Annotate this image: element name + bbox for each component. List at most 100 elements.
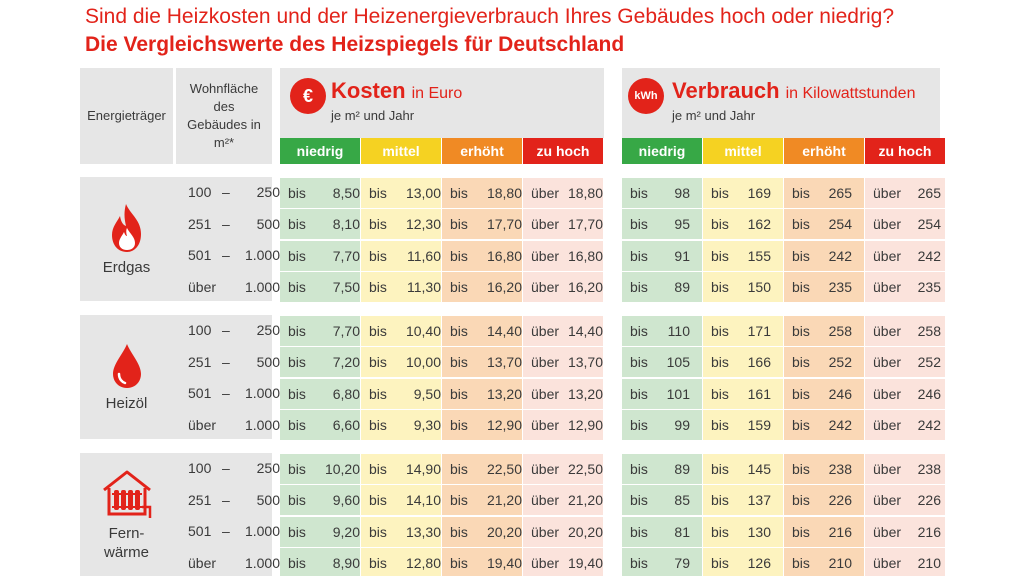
value-prefix: bis bbox=[792, 354, 810, 370]
area-range-part: 1.000 bbox=[244, 554, 280, 571]
verbrauch-level-header-3: zu hoch bbox=[865, 138, 945, 164]
area-range-part: – bbox=[222, 523, 230, 539]
value-prefix: über bbox=[873, 216, 902, 232]
value-number: 242 bbox=[917, 247, 941, 264]
radiator-house-icon bbox=[102, 470, 151, 518]
kosten-value-cell: bis 20,20 bbox=[442, 516, 522, 547]
kosten-value-cell: über 17,70 bbox=[523, 209, 603, 239]
value-number: 19,40 bbox=[567, 555, 603, 571]
value-number: 22,50 bbox=[567, 460, 603, 477]
value-number: 13,00 bbox=[405, 184, 441, 201]
value-number: 99 bbox=[674, 417, 690, 433]
kosten-level-header-0: niedrig bbox=[280, 138, 360, 164]
value-number: 12,90 bbox=[567, 417, 603, 433]
value-prefix: bis bbox=[792, 216, 810, 232]
kosten-title-text: Kosten bbox=[331, 78, 406, 103]
value-number: 9,20 bbox=[332, 523, 360, 540]
kosten-value-cell: bis 18,80 bbox=[442, 177, 522, 208]
value-prefix: bis bbox=[792, 417, 810, 433]
area-range-part: 250 bbox=[256, 322, 280, 338]
value-number: 242 bbox=[917, 417, 941, 433]
value-number: 12,30 bbox=[405, 216, 441, 232]
verbrauch-title-text: Verbrauch bbox=[672, 78, 780, 103]
value-prefix: bis bbox=[792, 385, 810, 402]
value-number: 254 bbox=[917, 216, 941, 232]
value-number: 81 bbox=[674, 523, 690, 540]
value-prefix: bis bbox=[288, 247, 306, 264]
header-wohnflaeche-line: Wohnfläche bbox=[189, 81, 259, 96]
value-prefix: bis bbox=[711, 216, 729, 232]
kosten-level-header-1: mittel bbox=[361, 138, 441, 164]
verbrauch-value-cell: bis 91 bbox=[622, 240, 702, 271]
value-number: 258 bbox=[917, 322, 941, 339]
value-number: 19,40 bbox=[486, 555, 522, 571]
value-number: 14,40 bbox=[486, 322, 522, 339]
value-number: 9,60 bbox=[332, 492, 360, 508]
header-energietraeger: Energieträger bbox=[87, 108, 166, 123]
verbrauch-value-cell: bis 254 bbox=[784, 209, 864, 239]
value-prefix: über bbox=[873, 417, 902, 433]
verbrauch-unit: in Kilowattstunden bbox=[785, 85, 916, 102]
kosten-value-cell: über 20,20 bbox=[523, 516, 603, 547]
value-prefix: bis bbox=[792, 460, 810, 477]
area-range: 100– 250 bbox=[188, 322, 280, 338]
energietraeger-heizoel: Heizöl bbox=[80, 315, 173, 439]
value-number: 7,50 bbox=[332, 279, 360, 295]
value-number: 130 bbox=[747, 523, 771, 540]
value-prefix: bis bbox=[711, 555, 729, 571]
value-prefix: bis bbox=[711, 460, 729, 477]
area-range-part: über bbox=[188, 554, 217, 571]
verbrauch-value-cell: über 265 bbox=[865, 177, 945, 208]
kosten-value-cell: über 12,90 bbox=[523, 410, 603, 440]
area-range-part: – bbox=[222, 353, 230, 370]
kosten-value-cell: bis 14,10 bbox=[361, 485, 441, 515]
kosten-value-cell: bis 13,30 bbox=[361, 516, 441, 547]
verbrauch-value-cell: bis 252 bbox=[784, 347, 864, 377]
area-range-part: über bbox=[188, 278, 217, 295]
verbrauch-value-cell: über 242 bbox=[865, 240, 945, 271]
area-range-part: 251 bbox=[188, 215, 212, 232]
energietraeger-name-line: Fern- bbox=[108, 524, 145, 542]
value-prefix: bis bbox=[630, 492, 648, 508]
area-range: 251– 500 bbox=[188, 216, 280, 232]
area-range-part: – bbox=[222, 460, 230, 476]
value-number: 242 bbox=[828, 417, 852, 433]
value-prefix: bis bbox=[369, 385, 387, 402]
group-panel-heizoel bbox=[80, 315, 272, 439]
area-range: 501–1.000 bbox=[188, 385, 280, 401]
value-number: 95 bbox=[674, 216, 690, 232]
kosten-value-cell: bis 14,40 bbox=[442, 315, 522, 346]
verbrauch-value-cell: bis 101 bbox=[622, 378, 702, 409]
kosten-value-cell: bis 12,30 bbox=[361, 209, 441, 239]
area-range-part: 1.000 bbox=[244, 247, 280, 263]
value-prefix: bis bbox=[711, 184, 729, 201]
value-number: 13,70 bbox=[567, 354, 603, 370]
verbrauch-value-cell: bis 246 bbox=[784, 378, 864, 409]
value-number: 91 bbox=[674, 247, 690, 264]
kosten-value-cell: bis 6,80 bbox=[280, 378, 360, 409]
value-number: 145 bbox=[747, 460, 771, 477]
value-number: 20,20 bbox=[567, 523, 603, 540]
verbrauch-value-cell: über 254 bbox=[865, 209, 945, 239]
value-prefix: bis bbox=[288, 492, 306, 508]
area-range-part: – bbox=[222, 385, 230, 401]
value-number: 21,20 bbox=[486, 492, 522, 508]
value-number: 101 bbox=[666, 385, 690, 402]
kosten-value-cell: über 13,20 bbox=[523, 378, 603, 409]
kosten-value-cell: bis 16,20 bbox=[442, 272, 522, 302]
verbrauch-header-panel bbox=[622, 68, 940, 138]
verbrauch-value-cell: bis 150 bbox=[703, 272, 783, 302]
kosten-value-cell: bis 8,10 bbox=[280, 209, 360, 239]
value-number: 18,80 bbox=[486, 184, 522, 201]
verbrauch-value-cell: über 258 bbox=[865, 315, 945, 346]
area-range: 100– 250 bbox=[188, 184, 280, 200]
value-number: 110 bbox=[667, 322, 690, 339]
value-prefix: bis bbox=[369, 460, 387, 477]
value-number: 6,60 bbox=[332, 417, 360, 433]
kosten-value-cell: bis 6,60 bbox=[280, 410, 360, 440]
value-prefix: bis bbox=[288, 555, 306, 571]
verbrauch-value-cell: bis 216 bbox=[784, 516, 864, 547]
value-number: 265 bbox=[917, 184, 941, 201]
kosten-value-cell: bis 7,70 bbox=[280, 315, 360, 346]
kosten-value-cell: bis 22,50 bbox=[442, 453, 522, 484]
